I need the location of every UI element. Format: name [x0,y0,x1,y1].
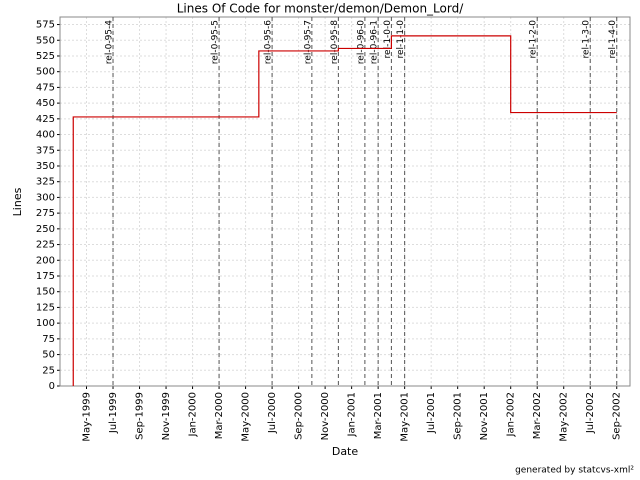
x-tick-label: Sep-1999 [135,392,146,440]
y-tick-label: 550 [36,35,55,46]
x-tick-label: Jul-2002 [585,392,596,434]
x-tick-label: Sep-2002 [612,392,623,440]
y-axis-label: Lines [11,187,24,216]
y-tick-label: 225 [36,240,55,251]
x-tick-label: Nov-1999 [161,392,172,440]
x-tick-label: Mar-2000 [214,392,225,439]
y-tick-label: 25 [42,365,55,376]
x-tick-label: Nov-2000 [320,392,331,440]
x-tick-label: Jul-2000 [267,392,278,434]
release-label: rel-0-96-1 [370,20,380,64]
x-tick-label: Jan-2001 [347,392,358,437]
release-label: rel-0-96-0 [356,20,366,64]
y-tick-label: 575 [36,20,55,31]
x-tick-label: Mar-2001 [373,392,384,439]
y-tick-label: 325 [36,177,55,188]
y-tick-label: 50 [42,350,55,361]
release-label: rel-1-3-0 [582,20,592,59]
x-tick-label: May-2002 [559,392,570,442]
release-label: rel-0-95-8 [330,20,340,64]
y-tick-label: 475 [36,82,55,93]
x-tick-label: Nov-2001 [479,392,490,440]
release-label: rel-1-0-0 [383,20,393,59]
plot-frame [59,16,631,387]
x-tick-label: May-1999 [82,392,93,442]
x-tick-label: Jul-2001 [426,392,437,434]
y-tick-label: 450 [36,98,55,109]
x-tick-label: Jul-1999 [108,392,119,434]
release-label: rel-0-95-7 [303,20,313,64]
y-tick-label: 0 [49,381,55,392]
y-tick-label: 525 [36,51,55,62]
y-tick-label: 75 [42,334,55,345]
release-label: rel-1-4-0 [608,20,618,59]
release-label: rel-1-1-0 [396,20,406,59]
y-tick-label: 175 [36,271,55,282]
y-tick-label: 350 [36,161,55,172]
x-tick-label: Sep-2000 [294,392,305,440]
y-tick-label: 400 [36,130,55,141]
x-tick-label: May-2001 [400,392,411,442]
x-tick-label: May-2000 [241,392,252,442]
y-tick-label: 125 [36,302,55,313]
x-axis-label: Date [332,445,359,458]
release-label: rel-0-95-4 [105,20,115,64]
x-tick-label: Jan-2000 [188,392,199,437]
y-tick-label: 500 [36,67,55,78]
x-tick-label: Jan-2002 [506,392,517,437]
chart-title: Lines Of Code for monster/demon/Demon_Lo… [177,2,464,16]
y-tick-label: 300 [36,192,55,203]
y-tick-label: 275 [36,208,55,219]
y-tick-label: 100 [36,318,55,329]
release-label: rel-1-2-0 [529,20,539,59]
step-line [72,35,617,386]
footer: generated by statcvs-xml² [515,466,634,476]
release-label: rel-0-95-5 [211,20,221,64]
x-tick-label: Sep-2001 [453,392,464,440]
y-tick-label: 150 [36,287,55,298]
y-tick-label: 200 [36,255,55,266]
y-tick-label: 425 [36,114,55,125]
release-label: rel-0-95-6 [264,20,274,64]
y-tick-label: 250 [36,224,55,235]
x-tick-label: Mar-2002 [532,392,543,439]
y-tick-label: 375 [36,145,55,156]
